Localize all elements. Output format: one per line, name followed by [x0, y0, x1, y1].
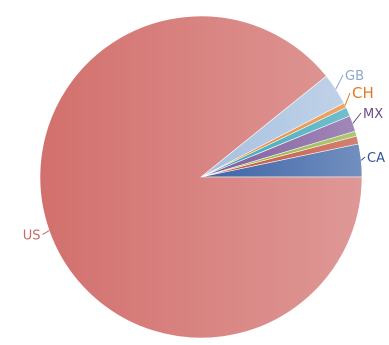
leader-line-us: [42, 230, 50, 236]
pie-slices: [39, 15, 363, 339]
pie-slice-us: [39, 15, 363, 339]
slice-label-gb: GB: [345, 69, 364, 84]
leader-line-ch: [344, 92, 351, 106]
leader-line-gb: [335, 74, 344, 90]
slice-label-mx: MX: [363, 107, 383, 122]
leader-line-mx: [352, 112, 362, 124]
label-leader-lines: [42, 74, 366, 236]
slice-label-ch: CH: [352, 84, 374, 102]
leader-line-ca: [360, 156, 366, 161]
slice-label-us: US: [23, 229, 41, 244]
slice-label-ca: CA: [367, 151, 385, 166]
